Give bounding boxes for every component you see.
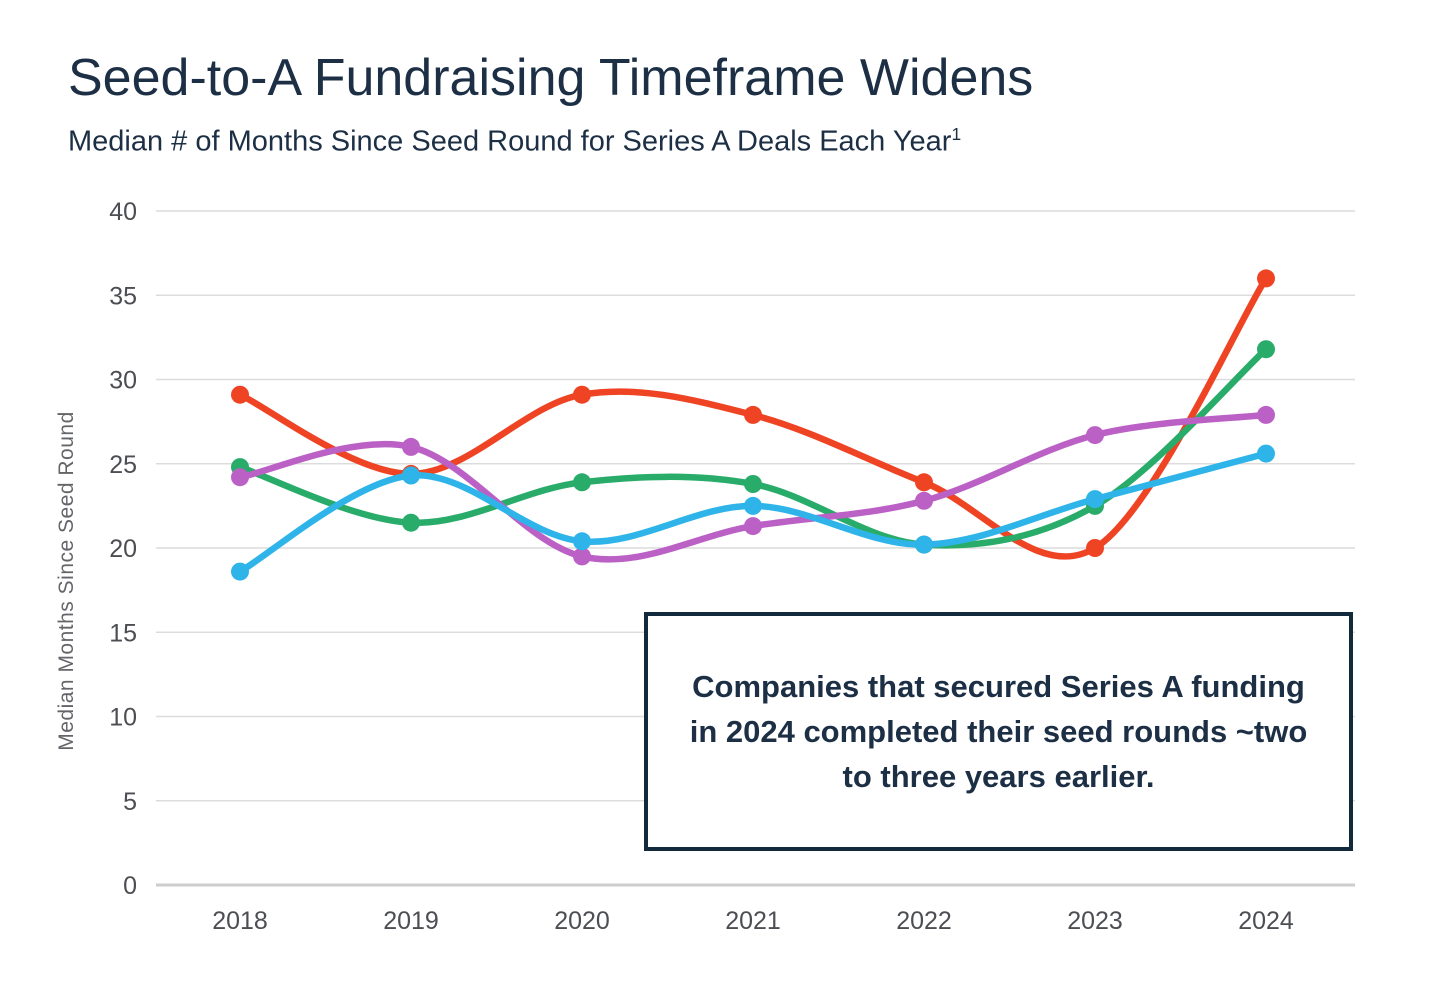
data-point-purple-2019 <box>402 437 420 456</box>
data-point-cyan-2023 <box>1086 490 1104 509</box>
data-point-green-2019 <box>402 513 420 532</box>
y-tick-label-5: 5 <box>123 788 137 816</box>
data-point-cyan-2019 <box>402 466 420 485</box>
y-tick-label-10: 10 <box>109 704 137 732</box>
data-point-red-2018 <box>231 385 249 404</box>
data-point-red-2021 <box>744 405 762 424</box>
y-tick-label-0: 0 <box>123 872 137 900</box>
data-point-red-2023 <box>1086 539 1104 557</box>
data-point-cyan-2024 <box>1257 444 1275 463</box>
x-tick-label-2024: 2024 <box>1238 907 1294 935</box>
x-tick-label-2018: 2018 <box>212 907 268 935</box>
data-point-red-2024 <box>1257 269 1275 288</box>
y-tick-label-35: 35 <box>109 282 137 310</box>
y-tick-label-30: 30 <box>109 367 137 395</box>
y-tick-label-20: 20 <box>109 535 137 563</box>
data-point-green-2020 <box>573 473 591 492</box>
x-tick-label-2023: 2023 <box>1067 907 1123 935</box>
data-point-purple-2024 <box>1257 405 1275 424</box>
x-tick-label-2020: 2020 <box>554 907 610 935</box>
data-point-red-2020 <box>573 385 591 404</box>
data-point-red-2022 <box>915 473 933 492</box>
annotation-text: Companies that secured Series A funding … <box>689 669 1308 794</box>
data-point-cyan-2022 <box>915 535 933 554</box>
annotation-box: Companies that secured Series A funding … <box>644 612 1353 851</box>
data-point-purple-2023 <box>1086 426 1104 445</box>
x-tick-label-2021: 2021 <box>725 907 781 935</box>
data-point-purple-2020 <box>573 547 591 566</box>
data-point-purple-2021 <box>744 517 762 536</box>
data-point-green-2024 <box>1257 340 1275 359</box>
x-tick-label-2019: 2019 <box>383 907 439 935</box>
data-point-purple-2018 <box>231 468 249 487</box>
chart-subtitle-text: Median # of Months Since Seed Round for … <box>68 125 952 158</box>
chart-title: Seed-to-A Fundraising Timeframe Widens <box>68 49 1034 107</box>
data-point-cyan-2020 <box>573 532 591 551</box>
data-point-green-2021 <box>744 475 762 493</box>
y-tick-label-40: 40 <box>109 198 137 226</box>
footnote-marker: 1 <box>951 124 962 144</box>
x-tick-label-2022: 2022 <box>896 907 952 935</box>
data-point-cyan-2018 <box>231 562 249 581</box>
y-tick-label-25: 25 <box>109 451 137 479</box>
data-point-purple-2022 <box>915 491 933 510</box>
data-point-cyan-2021 <box>744 496 762 515</box>
y-axis-title: Median Months Since Seed Round <box>55 411 78 751</box>
y-tick-label-15: 15 <box>109 619 137 647</box>
chart-subtitle: Median # of Months Since Seed Round for … <box>68 124 961 159</box>
